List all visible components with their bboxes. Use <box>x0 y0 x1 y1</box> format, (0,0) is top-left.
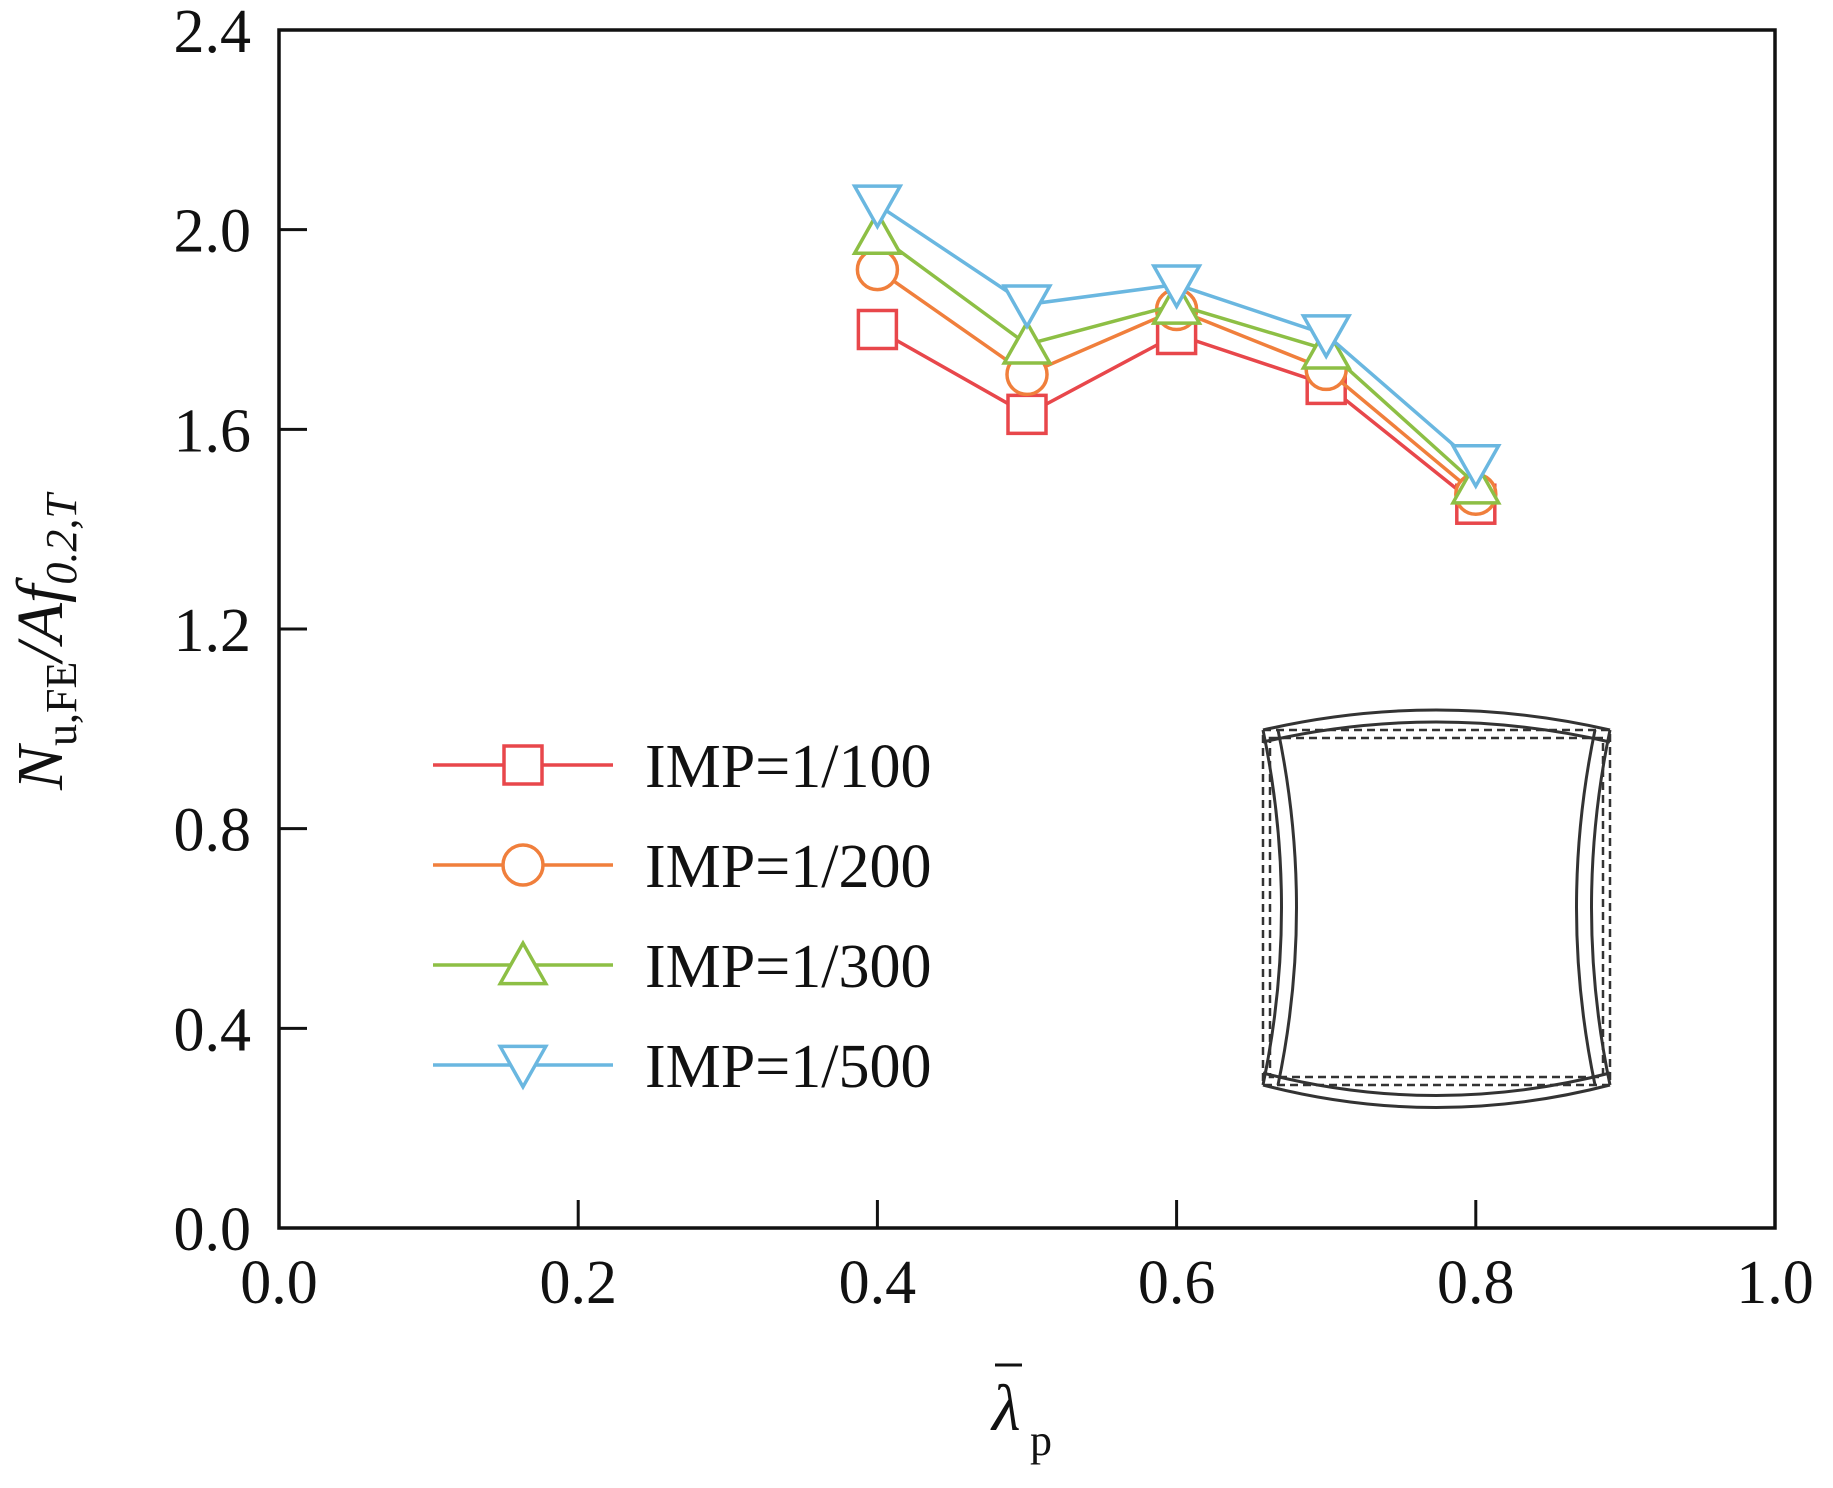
y-tick-label: 0.8 <box>174 797 252 865</box>
section-deformation-diagram <box>1261 708 1612 1109</box>
legend-item: IMP=1/100 <box>433 733 931 801</box>
data-point <box>851 209 904 255</box>
x-tick-label: 0.6 <box>1138 1249 1216 1317</box>
data-point <box>855 247 900 292</box>
x-tick-label: 1.0 <box>1736 1249 1814 1317</box>
data-point <box>1001 319 1053 365</box>
legend-label: IMP=1/500 <box>645 1033 931 1101</box>
x-tick-label: 0.2 <box>539 1249 617 1317</box>
svg-text:λ: λ <box>990 1372 1021 1445</box>
series-line <box>876 327 1477 506</box>
data-point <box>856 308 899 351</box>
data-point <box>1001 284 1053 330</box>
legend-marker <box>502 744 544 786</box>
series-imp-1-500 <box>851 184 1502 490</box>
legend-marker <box>501 843 545 887</box>
legend-marker <box>497 1044 549 1091</box>
data-point <box>1300 314 1352 360</box>
legend-label: IMP=1/100 <box>645 733 931 801</box>
x-axis-title: λ p <box>990 1363 1052 1465</box>
series-imp-1-300 <box>851 209 1502 505</box>
y-tick-label: 0.0 <box>174 1196 252 1264</box>
data-point <box>1006 393 1048 436</box>
legend-item: IMP=1/300 <box>433 933 931 1001</box>
y-tick-label: 1.6 <box>174 397 252 465</box>
x-tick-label: 0.4 <box>839 1249 917 1317</box>
y-axis: 0.0 0.4 0.8 1.2 1.6 2.0 2.4 <box>174 0 307 1264</box>
y-tick-label: 2.4 <box>174 0 252 66</box>
legend-marker <box>497 939 549 986</box>
legend-label: IMP=1/300 <box>645 933 931 1001</box>
data-point <box>1150 264 1203 310</box>
y-tick-label: 0.4 <box>174 996 252 1064</box>
data-point <box>1450 443 1502 490</box>
legend-item: IMP=1/200 <box>433 833 931 901</box>
legend-label: IMP=1/200 <box>645 833 931 901</box>
series-layer <box>851 184 1502 525</box>
legend-item: IMP=1/500 <box>433 1033 931 1101</box>
svg-text:p: p <box>1030 1416 1052 1465</box>
x-tick-label: 0.0 <box>240 1249 318 1317</box>
x-axis: 0.0 0.2 0.4 0.6 0.8 1.0 <box>240 1200 1814 1317</box>
y-tick-label: 1.2 <box>174 597 252 665</box>
y-axis-title: Nu,FE/Af0.2,T <box>4 491 86 791</box>
x-tick-label: 0.8 <box>1437 1249 1515 1317</box>
data-point <box>851 184 904 231</box>
legend: IMP=1/100 IMP=1/200 IMP=1/300 IMP=1/500 <box>433 733 931 1101</box>
y-tick-label: 2.0 <box>174 198 252 266</box>
